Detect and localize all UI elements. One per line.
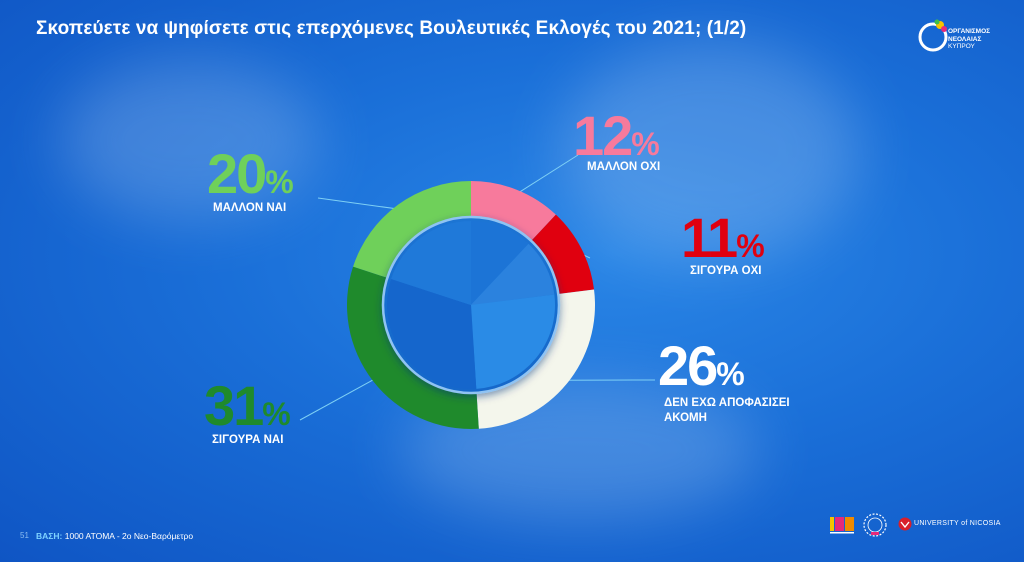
data-label-unit: % (265, 164, 294, 200)
imr-logo (830, 517, 854, 534)
university-logo: UNIVERSITY of NICOSIA (898, 514, 1000, 536)
data-label-value: 31 (204, 374, 264, 437)
data-label-value: 12 (573, 104, 633, 167)
inner-slice (471, 221, 529, 305)
logo-text-line2: ΝΕΟΛΑΙΑΣ (948, 35, 982, 43)
footer-base: ΒΑΣΗ: 1000 ΑΤΟΜΑ - 2ο Νεο-Βαρόμετρο (36, 531, 193, 541)
university-crest-icon (898, 517, 912, 531)
leader-line (514, 154, 579, 196)
organisation-logo-icon (918, 19, 948, 52)
data-label-value: 20 (207, 142, 267, 205)
data-label-unit: % (262, 396, 291, 432)
leader-lines (299, 154, 656, 421)
page-title: Σκοπεύετε να ψηφίσετε στις επερχόμενες Β… (36, 18, 747, 39)
data-label-percent: 20% (207, 146, 294, 202)
data-label-unit: % (631, 126, 660, 162)
donut-slice (471, 181, 556, 242)
data-label-percent: 11% (681, 210, 765, 266)
inner-slice (471, 294, 556, 389)
donut-slice (353, 181, 471, 279)
background-shape (60, 60, 320, 220)
data-label-value: 26 (658, 334, 718, 397)
inner-slice (387, 279, 477, 389)
data-label-value: 11 (681, 206, 738, 269)
leader-line (317, 197, 402, 211)
data-label-unit: % (716, 356, 745, 392)
data-label-category: ΜΑΛΛΟΝ ΝΑΙ (213, 202, 287, 214)
inner-slice (391, 221, 471, 305)
footer-base-key: ΒΑΣΗ: (36, 531, 63, 541)
background-shape (560, 40, 860, 260)
data-label-unit: % (736, 228, 765, 264)
inner-slice (471, 243, 555, 305)
data-label-category: ΔΕΝ ΕΧΩ ΑΠΟΦΑΣΙΣΕΙ ΑΚΟΜΗ (664, 397, 790, 424)
university-name: UNIVERSITY of NICOSIA (914, 520, 1001, 527)
donut-slice (476, 289, 595, 429)
data-label-category: ΣΙΓΟΥΡΑ ΝΑΙ (212, 434, 284, 446)
organisation-logo: ΟΡΓΑΝΙΣΜΟΣ ΝΕΟΛΑΙΑΣ ΚΥΠΡΟΥ (914, 14, 994, 62)
data-label-category: ΣΙΓΟΥΡΑ ΟΧΙ (690, 265, 762, 277)
footer-base-value: 1000 ΑΤΟΜΑ - 2ο Νεο-Βαρόμετρο (64, 531, 194, 541)
page-number: 51 (20, 531, 29, 540)
data-label-percent: 12% (573, 108, 660, 164)
data-label-category: ΜΑΛΛΟΝ ΟΧΙ (587, 161, 661, 173)
leader-line (299, 376, 379, 421)
donut-slice (530, 214, 595, 295)
logo-text-line3: ΚΥΠΡΟΥ (948, 43, 975, 50)
data-label-percent: 26% (658, 338, 745, 394)
inner-pie (387, 221, 556, 389)
data-label-percent: 31% (204, 378, 291, 434)
logo-text-line1: ΟΡΓΑΝΙΣΜΟΣ (948, 28, 991, 35)
anniversary-seal-icon (863, 513, 887, 537)
